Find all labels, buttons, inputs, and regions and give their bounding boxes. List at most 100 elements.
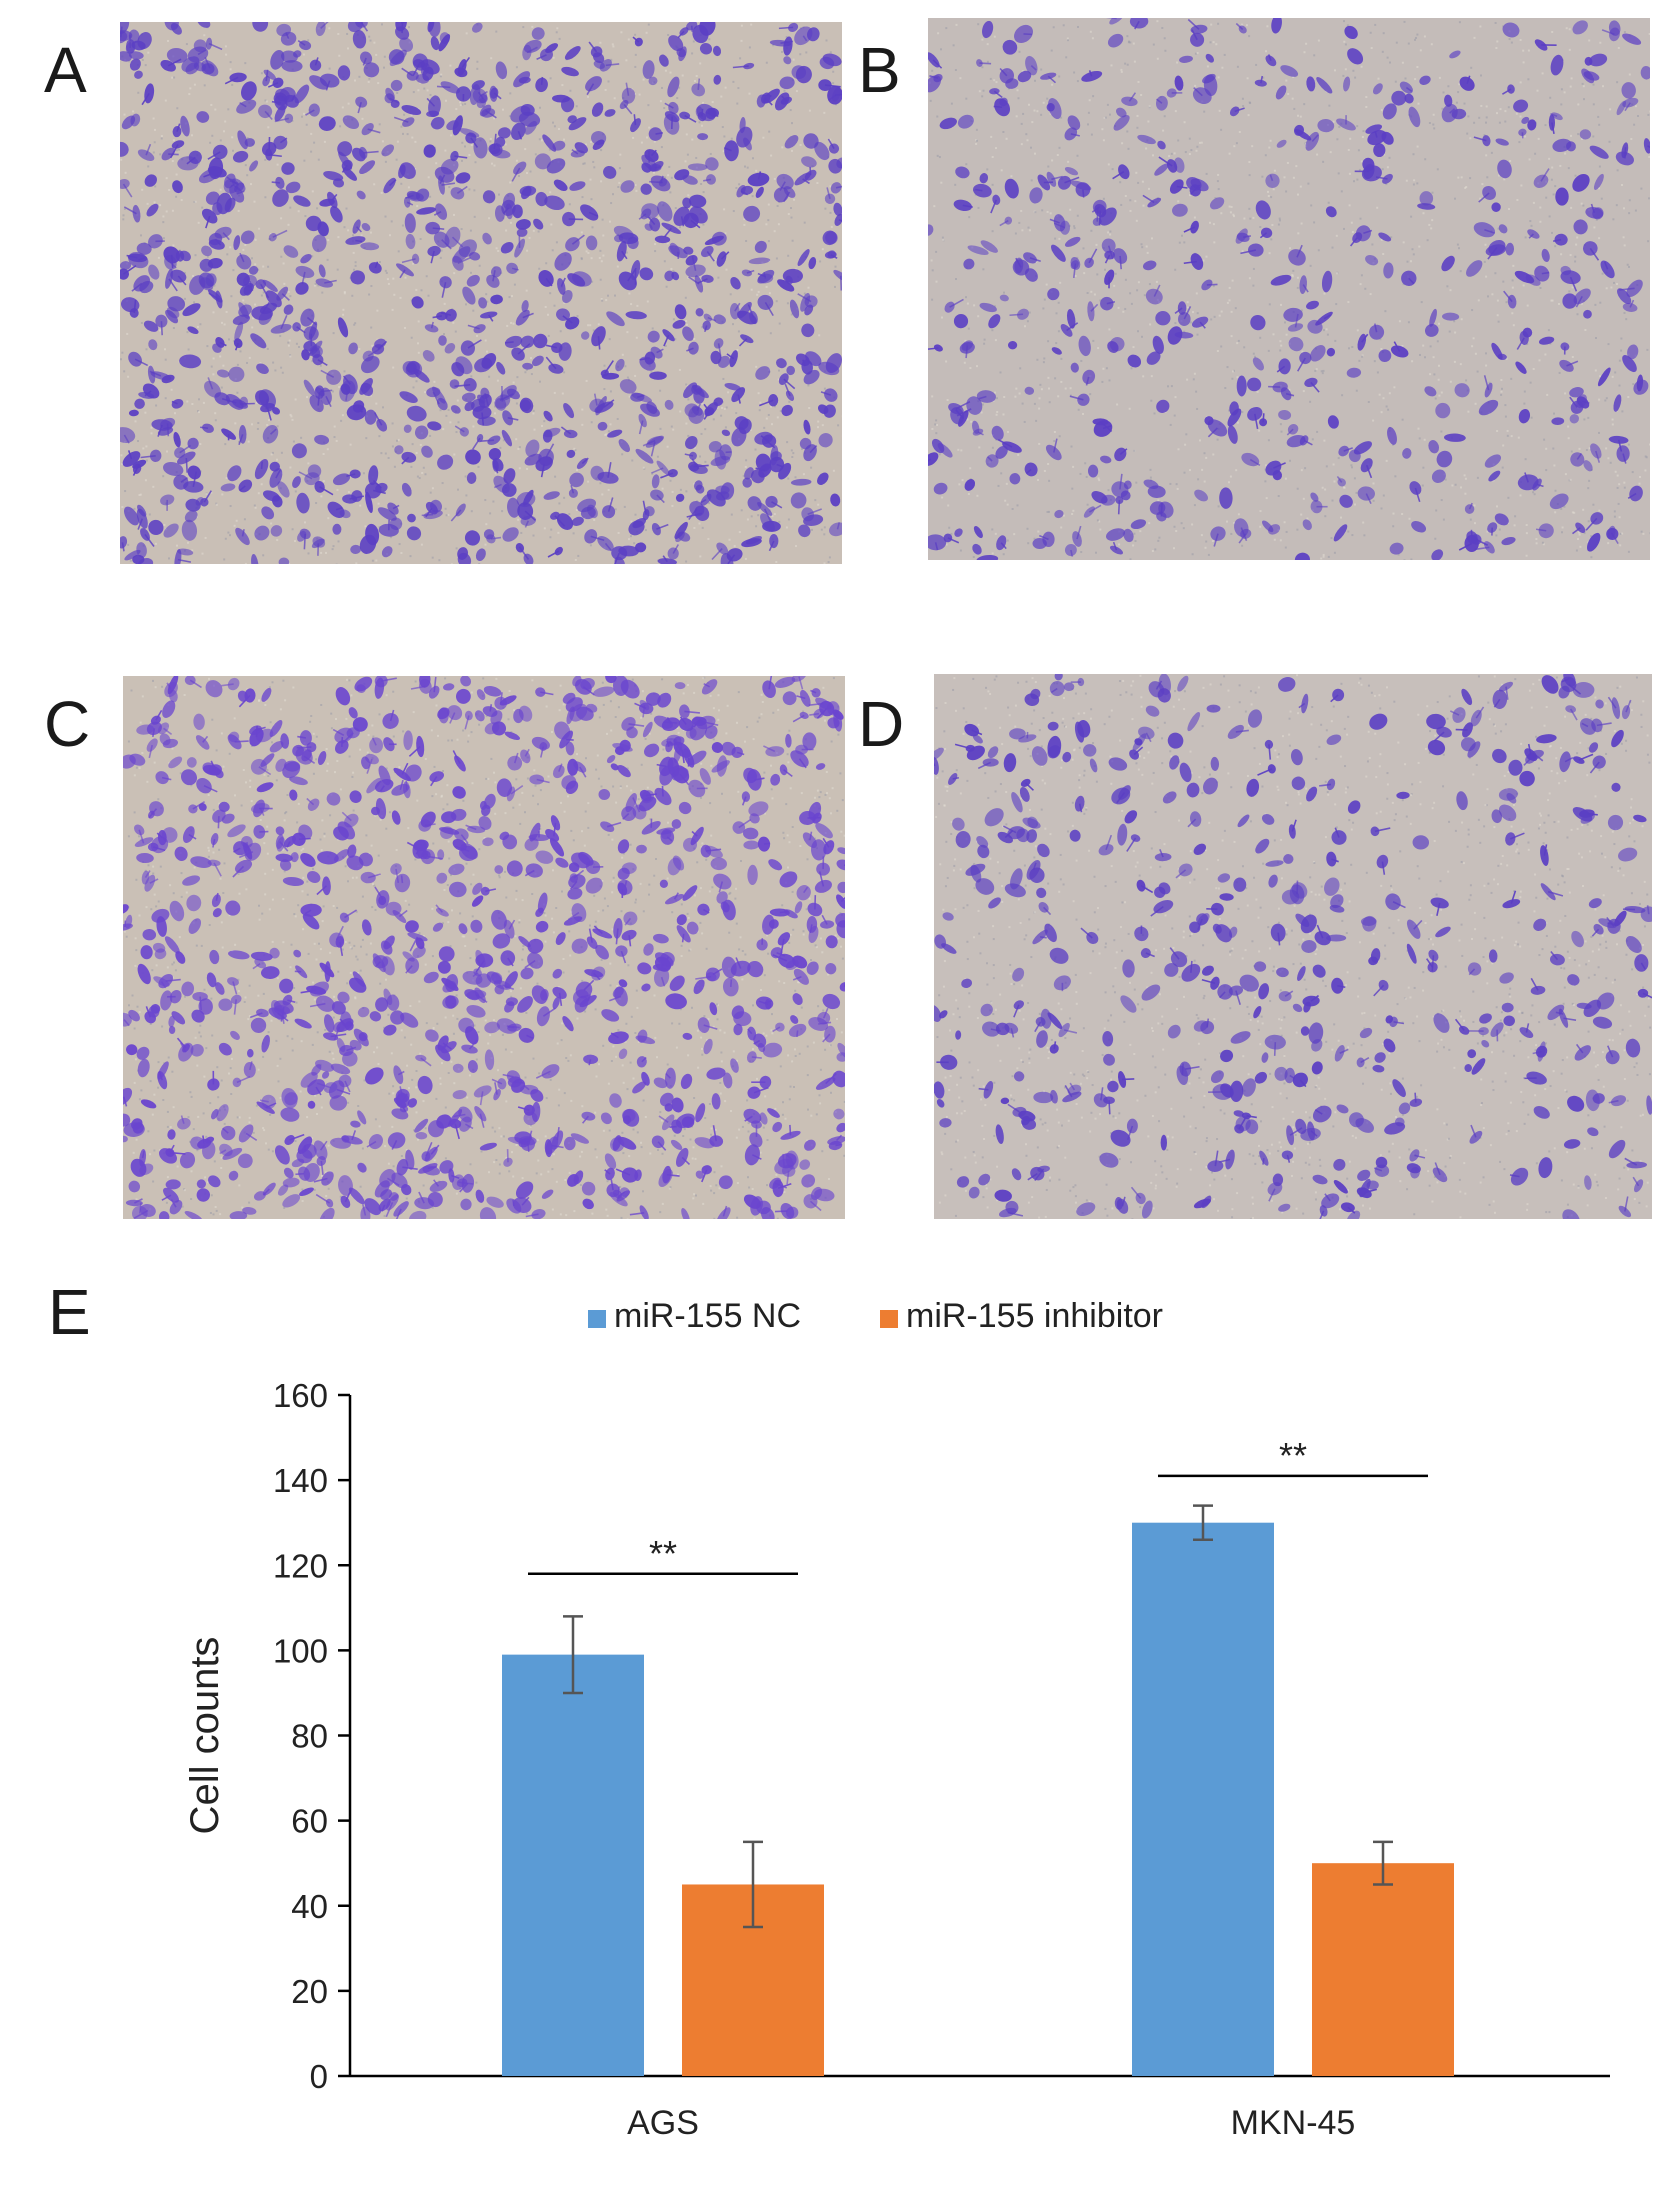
stained-cell — [452, 839, 467, 851]
stained-cell — [1306, 76, 1316, 92]
stained-cell — [377, 507, 397, 521]
stained-cell — [1064, 236, 1081, 247]
stained-cell — [1026, 829, 1037, 843]
stained-cell — [1299, 351, 1312, 365]
panel-letter-d: D — [858, 688, 905, 760]
stained-cell — [149, 449, 162, 462]
stained-cell — [1154, 852, 1172, 862]
stained-cell — [736, 126, 753, 148]
stained-cell — [1431, 469, 1446, 483]
stained-cell — [1237, 814, 1250, 828]
stained-cell — [452, 786, 466, 799]
stained-cell — [593, 60, 605, 70]
stained-cell — [808, 257, 817, 270]
stained-cell — [283, 1167, 294, 1179]
stained-cell — [612, 1189, 623, 1199]
stained-cell — [564, 45, 581, 60]
stained-cell — [1106, 528, 1125, 541]
stained-cell — [188, 918, 202, 934]
stained-cell — [465, 1026, 479, 1045]
stained-cell — [268, 233, 277, 242]
stained-cell — [1566, 141, 1576, 152]
stained-cell — [252, 22, 269, 32]
stained-cell — [532, 355, 544, 367]
stained-cell — [542, 134, 557, 152]
stained-cell — [1187, 712, 1201, 732]
stained-cell — [632, 517, 646, 529]
stained-cell — [128, 409, 139, 417]
stained-cell — [1646, 1095, 1652, 1115]
stained-cell — [165, 1179, 181, 1190]
stained-cell — [452, 1090, 467, 1100]
stained-cell — [1369, 713, 1388, 730]
stained-cell — [378, 765, 391, 786]
stained-cell — [617, 879, 633, 895]
stained-cell — [657, 692, 672, 708]
stained-cell — [163, 246, 180, 264]
stained-cell — [123, 1122, 145, 1137]
stained-cell — [991, 425, 1004, 441]
stained-cell — [639, 356, 656, 371]
stained-cell — [230, 1030, 240, 1040]
stained-cell — [479, 1207, 497, 1219]
stained-cell — [1007, 826, 1025, 840]
stained-cell — [1498, 224, 1508, 234]
stained-cell — [1605, 1050, 1620, 1065]
stained-cell — [802, 732, 817, 751]
stained-cell — [740, 185, 754, 195]
stained-cell — [483, 686, 502, 697]
significance-label: ** — [649, 1533, 677, 1574]
stained-cell — [1258, 983, 1270, 1000]
stained-cell — [988, 897, 1001, 909]
stained-cell — [146, 203, 159, 217]
stained-cell — [431, 116, 445, 130]
stained-cell — [1333, 1180, 1348, 1194]
stained-cell — [585, 877, 603, 894]
stained-cell — [1172, 203, 1188, 217]
stained-cell — [331, 1001, 346, 1015]
stained-cell — [830, 493, 841, 507]
stained-cell — [617, 764, 631, 778]
stained-cell — [1241, 1112, 1252, 1120]
stained-cell — [335, 687, 351, 706]
stained-cell — [552, 94, 570, 103]
stained-cell — [833, 202, 842, 216]
stained-cell — [1572, 682, 1595, 698]
stained-cell — [1347, 800, 1361, 814]
stained-cell — [571, 516, 584, 526]
stained-cell — [966, 396, 983, 415]
stained-cell — [406, 526, 422, 541]
stained-cell — [786, 365, 796, 376]
stained-cell — [1219, 893, 1234, 901]
stained-cell — [1301, 940, 1317, 953]
stained-cell — [254, 525, 270, 541]
stained-cell — [1534, 265, 1550, 282]
stained-cell — [168, 1015, 175, 1028]
stained-cell — [1122, 959, 1135, 978]
stained-cell — [955, 1030, 962, 1040]
stained-cell — [472, 882, 483, 895]
stained-cell — [1246, 778, 1260, 797]
stained-cell — [803, 369, 820, 385]
stained-cell — [340, 1195, 351, 1209]
stained-cell — [597, 535, 614, 551]
stained-cell — [136, 852, 154, 864]
stained-cell — [196, 1188, 211, 1202]
stained-cell — [552, 986, 567, 999]
stained-cell — [1229, 401, 1239, 416]
stained-cell — [943, 533, 953, 543]
stained-cell — [770, 445, 779, 466]
panel-letter-a: A — [44, 34, 87, 106]
stained-cell — [1575, 522, 1586, 534]
stained-cell — [220, 483, 236, 492]
stained-cell — [228, 950, 250, 960]
stained-cell — [710, 857, 727, 871]
stained-cell — [242, 1207, 257, 1215]
stained-cell — [1378, 349, 1392, 362]
stained-cell — [1156, 399, 1170, 413]
stained-cell — [1077, 393, 1090, 406]
stained-cell — [224, 173, 236, 189]
stained-cell — [445, 974, 459, 992]
stained-cell — [678, 46, 687, 62]
stained-cell — [538, 448, 554, 467]
